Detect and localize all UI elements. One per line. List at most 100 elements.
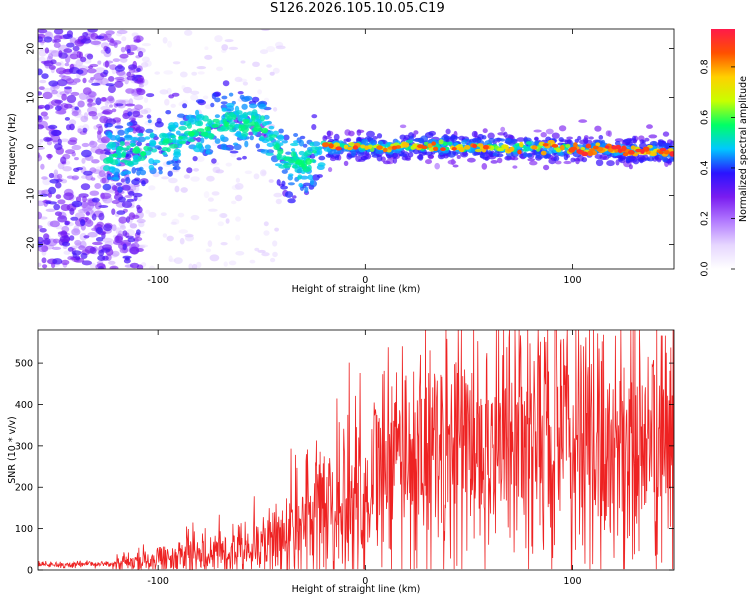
spectrogram-cell — [622, 152, 629, 157]
spectrogram-cell — [317, 162, 326, 167]
spectrogram-cell — [208, 208, 218, 212]
spectrogram-cell — [177, 113, 185, 118]
spectrogram-cell — [576, 149, 582, 154]
spectrogram-cell — [220, 143, 227, 150]
spectrogram-cell — [167, 40, 173, 48]
spectrogram-cell — [192, 156, 198, 162]
colorbar-tick-label: 0.2 — [700, 211, 711, 226]
spectrogram-cell — [108, 76, 115, 82]
spectrogram-cell — [424, 151, 433, 156]
spectrogram-cell — [38, 142, 42, 146]
spectrogram-cell — [60, 259, 70, 265]
spectrogram-cell — [211, 92, 217, 100]
spectrogram-cell — [90, 40, 101, 45]
spectrogram-cell — [184, 233, 194, 238]
spectrogram-cell — [566, 136, 573, 140]
spectrogram-cell — [119, 141, 125, 147]
spectrogram-cell — [175, 130, 181, 136]
spectrogram-cell — [310, 146, 320, 152]
spectrogram-cell — [146, 93, 155, 98]
spectrogram-cell — [38, 211, 43, 220]
spectrogram-cell — [217, 221, 224, 227]
spectrogram-cell — [72, 45, 80, 52]
spectrogram-cell — [64, 117, 70, 121]
spectrogram-cell — [148, 164, 155, 171]
spectrogram-cell — [644, 137, 650, 142]
spectrogram-cell — [204, 54, 213, 60]
spectrogram-cell — [88, 111, 98, 117]
spectrogram-cell — [103, 165, 111, 172]
spectrogram-cell — [352, 145, 359, 150]
spectrogram-cell — [505, 138, 511, 143]
spectrogram-cell — [87, 98, 94, 103]
spectrogram-cell — [91, 197, 100, 203]
spectrogram-cell — [250, 114, 256, 121]
spectrogram-cell — [585, 143, 592, 149]
spectrogram-cell — [149, 132, 155, 139]
spectrogram-cell — [172, 166, 177, 170]
spectrogram-cell — [160, 212, 167, 217]
spectrogram-cell — [202, 115, 209, 122]
spectrogram-cell — [118, 216, 127, 224]
spectrogram-cell — [268, 134, 278, 138]
spectrogram-cell — [628, 164, 633, 170]
spectrogram-cell — [551, 132, 560, 139]
spectrogram-cell — [169, 143, 179, 149]
spectrogram-cell — [617, 148, 623, 154]
spectrogram-cell — [79, 233, 88, 241]
spectrogram-cell — [57, 231, 68, 235]
spectrogram-cell — [220, 134, 225, 141]
spectrogram-cell — [131, 77, 138, 82]
spectrogram-cell — [449, 134, 458, 142]
spectrogram-cell — [102, 237, 113, 243]
spectrogram-cell — [182, 103, 188, 109]
spectrogram-cell — [55, 62, 62, 66]
spectrogram-cell — [440, 147, 446, 152]
spectrogram-cell — [413, 138, 422, 142]
spectrogram-cell — [595, 142, 601, 147]
spectrogram-cell — [479, 152, 485, 159]
spectrogram-cell — [273, 144, 280, 151]
spectrogram-cell — [434, 162, 441, 170]
spectrogram-cell — [89, 247, 97, 254]
spectrogram-cell — [87, 29, 98, 33]
spectrogram-cell — [135, 126, 145, 134]
spectrogram-cell — [281, 169, 288, 174]
spectrogram-cell — [126, 122, 133, 127]
spectrogram-cell — [98, 170, 106, 178]
spectrogram-cell — [235, 177, 240, 183]
spectrogram-cell — [46, 153, 53, 159]
spectrogram-cell — [248, 131, 254, 136]
spectrogram-cell — [190, 90, 200, 95]
spectrogram-cell — [663, 150, 670, 155]
spectrogram-cell — [240, 60, 246, 64]
snr-y-tick-label: 0 — [27, 566, 33, 577]
snr-y-ticks: 0 100 200 300 400 500 — [15, 359, 674, 577]
spectrogram-cell — [122, 255, 132, 259]
spectrogram-cell — [167, 124, 177, 131]
spectrogram-cell — [92, 241, 103, 246]
spectrogram-cell — [107, 95, 114, 102]
spectrogram-y-tick-label: 20 — [26, 43, 37, 55]
spectrogram-cell — [126, 71, 132, 77]
spectrogram-cell — [272, 251, 278, 258]
spectrogram-cell — [287, 182, 295, 186]
spectrogram-cell — [159, 132, 167, 139]
spectrogram-cell — [225, 102, 235, 108]
spectrogram-cell — [497, 157, 503, 164]
spectrogram-cell — [273, 107, 278, 112]
spectrogram-cell — [95, 226, 103, 235]
spectrogram-cell — [252, 61, 260, 67]
spectrogram-cell — [136, 67, 141, 72]
spectrogram-cell — [200, 137, 205, 144]
spectrogram-cell — [268, 137, 275, 141]
spectrogram-cell — [204, 46, 209, 50]
spectrogram-cell — [311, 174, 320, 181]
colorbar-label: Normalized spectral amplitude — [738, 76, 749, 222]
spectrogram-cell — [121, 184, 131, 191]
spectrogram-cell — [311, 114, 318, 119]
spectrogram-cell — [662, 131, 670, 137]
spectrogram-cell — [53, 42, 61, 48]
spectrogram-cell — [235, 110, 243, 115]
spectrogram-cell — [38, 104, 46, 109]
